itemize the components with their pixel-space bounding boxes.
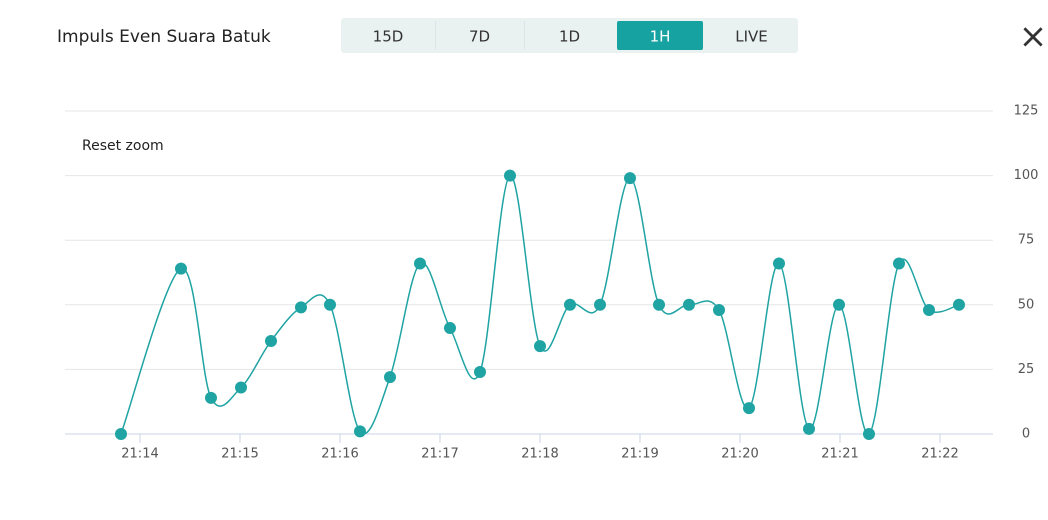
tab-active-bg [617, 21, 703, 50]
point [653, 298, 665, 311]
point [175, 262, 187, 275]
point [743, 402, 755, 415]
point [354, 425, 366, 438]
series-line [120, 174, 960, 435]
x-tick-label: 21:19 [621, 447, 658, 462]
point [295, 301, 307, 314]
y-tick-label: 25 [1018, 362, 1035, 377]
x-tick-label: 21:21 [821, 447, 858, 462]
x-tick-label: 21:15 [221, 447, 258, 462]
y-tick-label: 100 [1014, 168, 1039, 183]
point [594, 298, 606, 311]
point [683, 298, 695, 311]
x-tick-label: 21:16 [321, 447, 358, 462]
point [324, 298, 336, 311]
y-tick-label: 50 [1018, 297, 1035, 312]
point [953, 298, 965, 311]
point [414, 257, 426, 270]
tab[interactable]: 1H [650, 28, 671, 46]
point [384, 371, 396, 384]
tab[interactable]: 1D [559, 28, 580, 46]
point [923, 303, 935, 316]
point [504, 169, 516, 182]
x-tick-label: 21:17 [421, 447, 458, 462]
point [863, 428, 875, 440]
point [265, 334, 277, 347]
point [444, 322, 456, 335]
reset-zoom[interactable]: Reset zoom [82, 138, 164, 154]
tab[interactable]: LIVE [735, 28, 768, 46]
y-tick-label: 75 [1018, 233, 1035, 248]
point [115, 428, 127, 440]
point [713, 303, 725, 316]
tab[interactable]: 7D [469, 28, 490, 46]
point [205, 391, 217, 404]
point [564, 298, 576, 311]
x-tick-label: 21:18 [521, 447, 558, 462]
point [235, 381, 247, 394]
point [474, 365, 486, 378]
y-tick-label: 0 [1022, 427, 1030, 442]
tab-divider [435, 21, 436, 50]
tab[interactable]: 15D [373, 28, 404, 46]
point [534, 340, 546, 353]
close-button[interactable]: × [1019, 17, 1048, 57]
y-tick-label: 125 [1014, 104, 1039, 119]
x-tick-label: 21:14 [121, 447, 158, 462]
point [624, 172, 636, 185]
point [803, 422, 815, 435]
tab-divider [524, 21, 525, 50]
point [893, 257, 905, 270]
title: Impuls Even Suara Batuk [57, 27, 271, 47]
x-tick-label: 21:20 [721, 447, 758, 462]
x-tick-label: 21:22 [921, 447, 958, 462]
point [773, 257, 785, 270]
point [833, 298, 845, 311]
